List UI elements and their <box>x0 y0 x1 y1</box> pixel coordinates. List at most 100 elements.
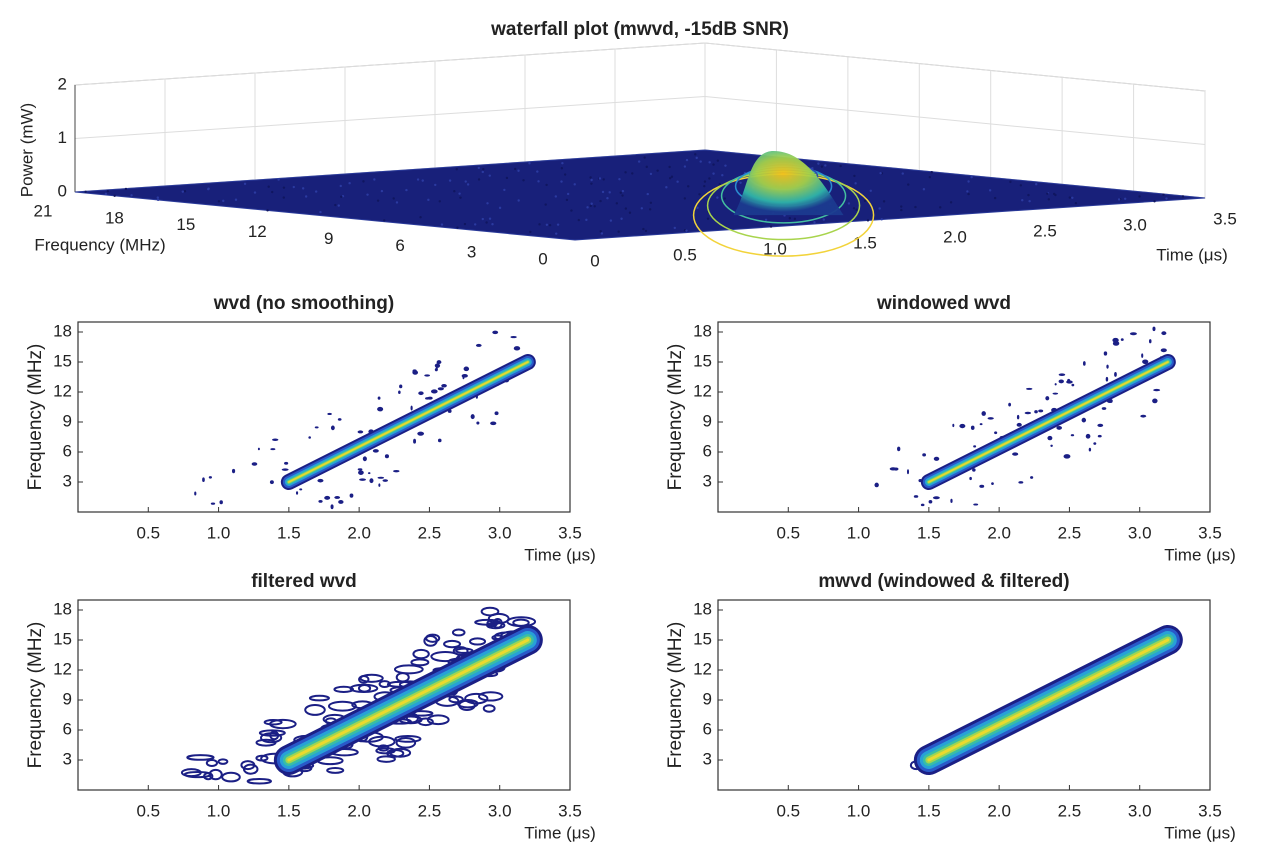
noise-contour <box>437 438 442 443</box>
surface-texture <box>880 218 883 221</box>
noise-contour <box>1093 442 1097 445</box>
x-tick-label: 1.5 <box>917 801 941 820</box>
noise-contour <box>377 396 381 400</box>
noise-contour <box>1030 476 1034 479</box>
noise-contour <box>1012 452 1019 456</box>
surface-texture <box>724 164 727 167</box>
noise-contour <box>418 391 424 396</box>
y-tick-label: 21 <box>34 201 53 220</box>
surface-texture <box>427 198 430 202</box>
surface-texture <box>554 195 558 198</box>
x-tick-label: 1.0 <box>763 239 787 258</box>
noise-contour <box>334 496 341 499</box>
surface-texture <box>485 221 488 224</box>
surface-texture <box>376 199 380 202</box>
surface-texture <box>528 162 531 165</box>
surface-texture <box>477 166 481 170</box>
noise-contour <box>991 482 994 486</box>
surface-texture <box>970 175 973 179</box>
surface-texture <box>928 175 931 179</box>
surface-texture <box>529 230 532 234</box>
noise-contour <box>384 454 389 459</box>
surface-texture <box>456 226 459 229</box>
x-axis-label: Time (μs) <box>1164 823 1236 842</box>
noise-contour <box>333 685 355 693</box>
noise-contour <box>1070 434 1075 437</box>
surface-texture <box>517 199 520 202</box>
noise-contour <box>412 369 417 373</box>
surface-texture <box>668 165 671 169</box>
surface-texture <box>340 195 343 198</box>
noise-contour <box>393 664 424 675</box>
noise-contour <box>194 491 197 496</box>
surface-texture <box>106 189 110 193</box>
surface-texture <box>620 217 623 220</box>
noise-contour <box>464 692 489 705</box>
y-tick-label: 3 <box>467 243 476 262</box>
noise-contour <box>933 456 940 461</box>
noise-contour <box>318 499 323 503</box>
noise-contour <box>359 673 384 683</box>
noise-contour <box>1034 410 1038 414</box>
surface-texture <box>687 185 690 188</box>
chart-title: waterfall plot (mwvd, -15dB SNR) <box>490 19 789 40</box>
surface-texture <box>769 225 773 228</box>
surface-texture <box>939 206 942 209</box>
y-axis-label: Frequency (MHz) <box>665 622 686 769</box>
noise-contour <box>1153 388 1161 392</box>
y-tick-label: 6 <box>703 719 712 738</box>
surface-texture <box>491 222 494 226</box>
surface-texture <box>648 208 652 211</box>
surface-texture <box>723 197 726 200</box>
surface-texture <box>593 205 596 208</box>
noise-contour <box>314 426 319 429</box>
noise-contour <box>1026 387 1033 390</box>
surface-texture <box>548 223 552 227</box>
noise-contour <box>448 695 464 704</box>
noise-contour <box>378 483 381 487</box>
surface-texture <box>544 203 547 206</box>
noise-contour <box>468 637 487 646</box>
x-tick-label: 3.0 <box>1128 523 1152 542</box>
noise-contour <box>979 423 983 426</box>
noise-contour <box>1097 434 1102 438</box>
surface-texture <box>563 173 567 176</box>
noise-contour <box>255 754 269 762</box>
surface-texture <box>716 196 719 199</box>
surface-texture <box>337 204 340 207</box>
surface-texture <box>694 153 697 156</box>
y-tick-label: 9 <box>63 689 72 708</box>
surface-texture <box>565 198 569 202</box>
noise-contour <box>186 754 215 761</box>
noise-contour <box>952 423 955 428</box>
noise-contour <box>258 729 286 737</box>
surface-texture <box>708 161 711 164</box>
z-axis-label: Power (mW) <box>17 103 36 197</box>
surface-texture <box>645 165 648 169</box>
surface-texture <box>854 182 857 185</box>
noise-contour <box>330 504 334 510</box>
surface-texture <box>573 183 576 186</box>
noise-contour <box>327 700 357 712</box>
surface-texture <box>217 200 221 203</box>
noise-contour <box>1152 398 1158 404</box>
noise-contour <box>920 503 925 507</box>
noise-contour <box>437 387 444 391</box>
noise-contour <box>410 405 413 411</box>
surface-texture <box>699 160 702 163</box>
surface-texture <box>878 207 881 210</box>
noise-contour <box>979 484 985 488</box>
noise-contour <box>1045 396 1050 401</box>
y-tick-label: 12 <box>53 381 72 400</box>
z-tick-label: 2 <box>58 74 67 93</box>
noise-contour <box>308 694 330 702</box>
noise-contour <box>210 502 216 505</box>
noise-contour <box>1081 417 1087 423</box>
noise-contour <box>1038 409 1044 413</box>
surface-texture <box>253 191 257 194</box>
surface-texture <box>104 192 108 196</box>
noise-contour <box>424 374 430 377</box>
x-tick-label: 3.5 <box>558 801 582 820</box>
noise-contour <box>221 771 241 783</box>
noise-contour <box>426 714 450 726</box>
